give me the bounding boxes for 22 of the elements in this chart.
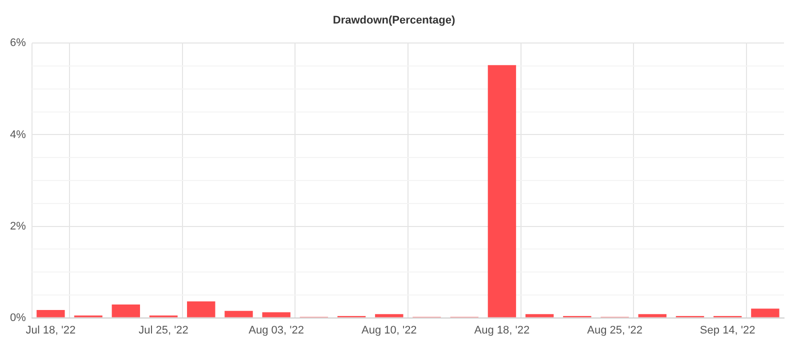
bar	[525, 314, 554, 318]
bar	[36, 310, 65, 318]
bar	[375, 314, 404, 318]
x-tick-label: Aug 18, '22	[474, 324, 530, 336]
y-tick-label: 4%	[10, 128, 26, 141]
y-tick-label: 6%	[10, 37, 26, 50]
x-tick-label: Jul 18, '22	[26, 324, 76, 336]
x-tick-label: Sep 14, '22	[700, 324, 756, 336]
y-tick-label: 0%	[10, 312, 26, 324]
bar	[112, 304, 140, 318]
chart-title: Drawdown(Percentage)	[332, 14, 456, 27]
x-tick-label: Aug 03, '22	[248, 324, 304, 336]
bar	[224, 310, 253, 318]
bar	[751, 308, 780, 318]
x-tick-label: Aug 25, '22	[587, 324, 642, 336]
bar	[488, 65, 516, 318]
y-tick-label: 2%	[10, 220, 26, 232]
x-tick-label: Jul 25, '22	[138, 324, 188, 336]
bar	[262, 312, 290, 318]
bar	[638, 314, 666, 318]
x-tick-label: Aug 10, '22	[361, 324, 417, 336]
bar	[187, 301, 216, 318]
